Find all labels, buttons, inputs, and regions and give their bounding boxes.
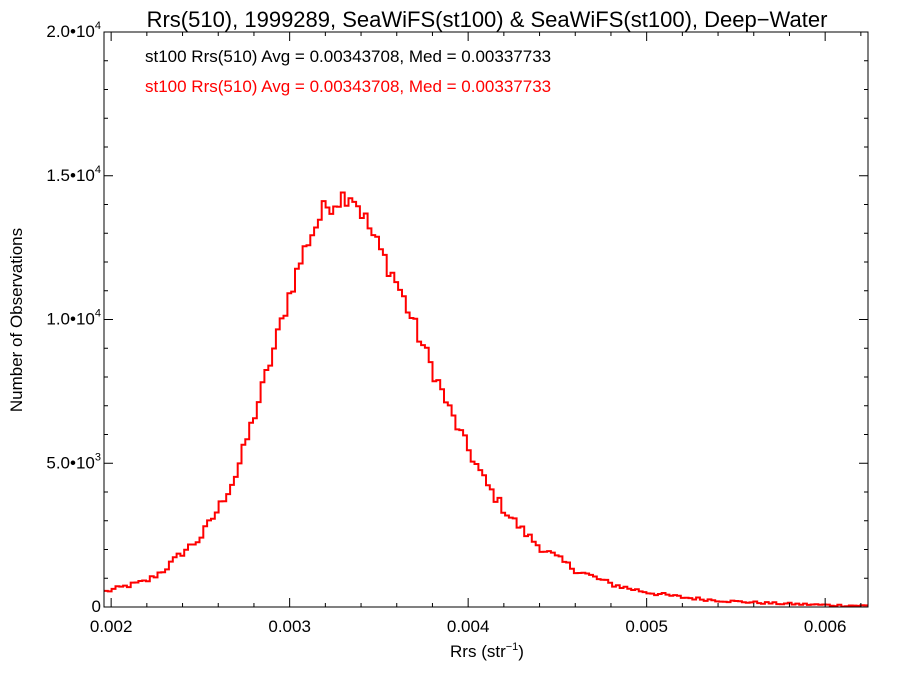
x-tick-label: 0.002 bbox=[90, 617, 133, 636]
y-tick-mantissa: 1.5•10 bbox=[46, 166, 95, 185]
legend-entry-1: st100 Rrs(510) Avg = 0.00343708, Med = 0… bbox=[145, 77, 551, 96]
y-tick-label: 5.0•103 bbox=[46, 451, 101, 472]
x-axis-label-close: ) bbox=[518, 642, 524, 661]
x-tick-label: 0.006 bbox=[804, 617, 847, 636]
plot-frame bbox=[103, 31, 869, 608]
ticks-layer: 0.002 0.003 0.004 0.005 0.00605.0•1031.0•104… bbox=[46, 20, 868, 636]
y-tick-mantissa: 5.0•10 bbox=[46, 453, 95, 472]
y-tick-mantissa: 1.0•10 bbox=[46, 310, 95, 329]
series-layer bbox=[104, 191, 868, 608]
y-tick-label: 1.5•104 bbox=[46, 164, 101, 185]
y-tick-exponent: 4 bbox=[95, 308, 101, 320]
y-tick-mantissa: 2.0•10 bbox=[46, 22, 95, 41]
y-tick-exponent: 4 bbox=[95, 164, 101, 176]
y-tick-label: 1.0•104 bbox=[46, 308, 101, 329]
x-tick-label: 0.005 bbox=[625, 617, 668, 636]
y-tick-label: 2.0•104 bbox=[46, 20, 101, 41]
y-tick-label: 0 bbox=[92, 597, 101, 616]
x-axis-label: Rrs (str−1) bbox=[450, 641, 524, 661]
chart-title: Rrs(510), 1999289, SeaWiFS(st100) & SeaW… bbox=[147, 7, 828, 32]
x-axis-label-text: Rrs (str bbox=[450, 642, 506, 661]
x-tick-label: 0.004 bbox=[447, 617, 490, 636]
x-tick-label: 0.003 bbox=[268, 617, 311, 636]
legend: st100 Rrs(510) Avg = 0.00343708, Med = 0… bbox=[145, 47, 551, 96]
y-axis-label-group: Number of Observations bbox=[7, 228, 26, 412]
y-axis-label: Number of Observations bbox=[7, 228, 26, 412]
y-tick-exponent: 4 bbox=[95, 20, 101, 32]
x-axis-label-exponent: −1 bbox=[506, 641, 519, 653]
legend-entry-0: st100 Rrs(510) Avg = 0.00343708, Med = 0… bbox=[145, 47, 551, 66]
series-line-0 bbox=[104, 191, 868, 608]
y-tick-exponent: 3 bbox=[95, 451, 101, 463]
series-line-1 bbox=[104, 191, 868, 608]
